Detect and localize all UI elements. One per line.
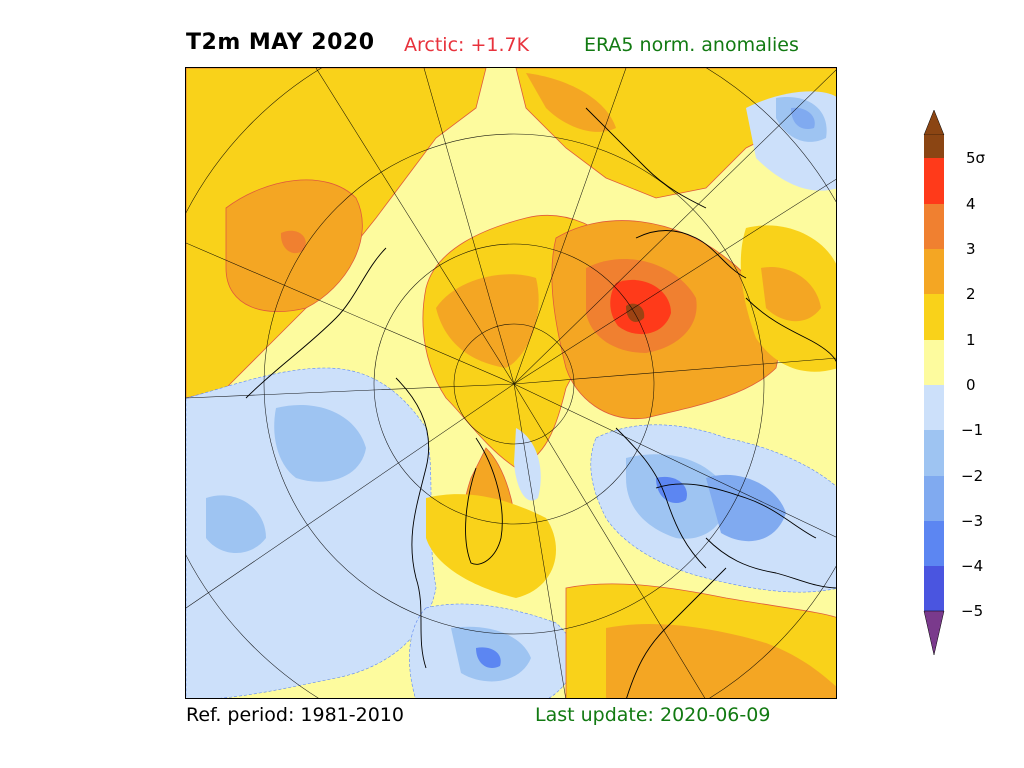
colorbar-label-m2: −2 xyxy=(961,467,984,485)
anomaly-region-cold-northeast-3 xyxy=(791,107,815,130)
anomaly-region-cold-europe-4 xyxy=(656,476,687,504)
anomaly-region-cold-atlantic-3 xyxy=(476,647,501,668)
colorbar-segment-m2tom1 xyxy=(924,430,944,476)
colorbar-arrow-bottom xyxy=(923,610,945,656)
colorbar-label-2: 2 xyxy=(966,285,976,303)
last-update: Last update: 2020-06-09 xyxy=(535,704,771,726)
title-row: T2m MAY 2020 Arctic: +1.7K ERA5 norm. an… xyxy=(186,30,846,64)
colorbar-label-4: 4 xyxy=(966,195,976,213)
graticule xyxy=(186,68,836,698)
colorbar-legend: 5σ 4 3 2 1 0 −1 −2 −3 −4 −5 xyxy=(918,110,1018,660)
colorbar-label-m3: −3 xyxy=(961,512,984,530)
anomaly-region-cold-north-america xyxy=(186,367,437,698)
colorbar-label-0: 0 xyxy=(966,376,976,394)
anomaly-region-warm-east-2 xyxy=(761,267,821,322)
coastlines xyxy=(245,107,836,698)
anomaly-region-warm-north-2 xyxy=(526,73,616,132)
map-title: T2m MAY 2020 xyxy=(186,30,375,55)
colorbar-segment-4to5 xyxy=(924,158,944,204)
anomaly-region-warm-south-east-2 xyxy=(606,624,836,698)
arctic-anomaly-label: Arctic: +1.7K xyxy=(404,34,530,56)
colorbar-segment-m5tom4 xyxy=(924,566,944,611)
anomaly-region-warm-atlantic xyxy=(426,494,556,598)
anomaly-region-warm-arctic-2 xyxy=(436,274,539,368)
colorbar-arrow-top xyxy=(923,110,945,136)
colorbar-segment-m3tom2 xyxy=(924,476,944,521)
anomaly-region-warm-siberia-4 xyxy=(626,303,645,322)
dataset-label: ERA5 norm. anomalies xyxy=(584,34,799,56)
colorbar-label-m5: −5 xyxy=(961,602,984,620)
colorbar-segment-2to3 xyxy=(924,249,944,294)
anomaly-region-cold-north-america-2 xyxy=(274,404,366,482)
colorbar-segment-m4tom3 xyxy=(924,521,944,566)
reference-period: Ref. period: 1981-2010 xyxy=(186,704,404,726)
colorbar-segment-m1to0 xyxy=(924,385,944,430)
polar-map xyxy=(185,67,837,699)
anomaly-region-warm-pacific-3 xyxy=(280,230,306,254)
colorbar-segment-5plus xyxy=(924,135,944,158)
colorbar-label-3: 3 xyxy=(966,240,976,258)
anomaly-region-cold-north-america-3 xyxy=(206,495,266,553)
colorbar-label-m4: −4 xyxy=(961,557,984,575)
colorbar-segment-3to4 xyxy=(924,204,944,249)
colorbar-label-1: 1 xyxy=(966,331,976,349)
anomaly-region-warm-north xyxy=(515,68,836,199)
colorbar-label-5: 5σ xyxy=(966,149,986,167)
colorbar-segment-1to2 xyxy=(924,294,944,340)
colorbar-label-m1: −1 xyxy=(961,421,984,439)
colorbar-segment-0to1 xyxy=(924,340,944,385)
